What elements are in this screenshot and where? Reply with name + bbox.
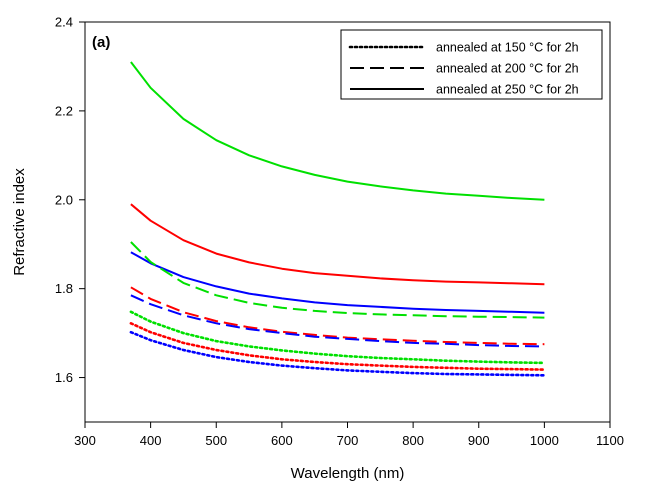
y-tick-label: 1.6 bbox=[55, 370, 73, 385]
series-line-solid-blue bbox=[130, 251, 545, 314]
y-tick-label: 2.4 bbox=[55, 15, 73, 30]
panel-label: (a) bbox=[92, 34, 110, 51]
x-tick-label: 1100 bbox=[596, 433, 624, 448]
x-axis-title: Wavelength (nm) bbox=[291, 465, 405, 482]
legend-label: annealed at 200 °C for 2h bbox=[436, 62, 579, 76]
series-line-dotted-green bbox=[129, 310, 546, 365]
y-axis-title: Refractive index bbox=[11, 168, 28, 276]
series-line-solid-red bbox=[130, 203, 545, 286]
series-line-dotted-blue bbox=[129, 330, 546, 377]
legend: annealed at 150 °C for 2h annealed at 200… bbox=[340, 29, 603, 100]
legend-label: annealed at 250 °C for 2h bbox=[436, 83, 579, 97]
x-tick-label: 900 bbox=[468, 433, 490, 448]
legend-label: annealed at 150 °C for 2h bbox=[436, 41, 579, 55]
x-tick-label: 500 bbox=[205, 433, 227, 448]
series-line-dashed-red bbox=[130, 286, 545, 346]
y-tick-label: 1.8 bbox=[55, 281, 73, 296]
y-tick-label: 2.0 bbox=[55, 192, 73, 207]
legend-box bbox=[340, 29, 603, 100]
y-tick-label: 2.2 bbox=[55, 103, 73, 118]
series-line-dotted-red bbox=[129, 322, 546, 371]
series-line-solid-green bbox=[130, 61, 545, 201]
series-lines bbox=[129, 61, 546, 377]
x-tick-label: 600 bbox=[271, 433, 293, 448]
x-tick-label: 300 bbox=[74, 433, 96, 448]
x-tick-label: 700 bbox=[337, 433, 359, 448]
x-tick-label: 800 bbox=[402, 433, 424, 448]
x-tick-label: 400 bbox=[140, 433, 162, 448]
series-line-dashed-blue bbox=[130, 294, 545, 348]
x-tick-label: 1000 bbox=[530, 433, 559, 448]
series-line-dashed-green bbox=[130, 241, 545, 319]
axes: 300 400 500 600 700 800 900 1000 1100 1.6 1.8 2.0 2.… bbox=[55, 15, 624, 449]
